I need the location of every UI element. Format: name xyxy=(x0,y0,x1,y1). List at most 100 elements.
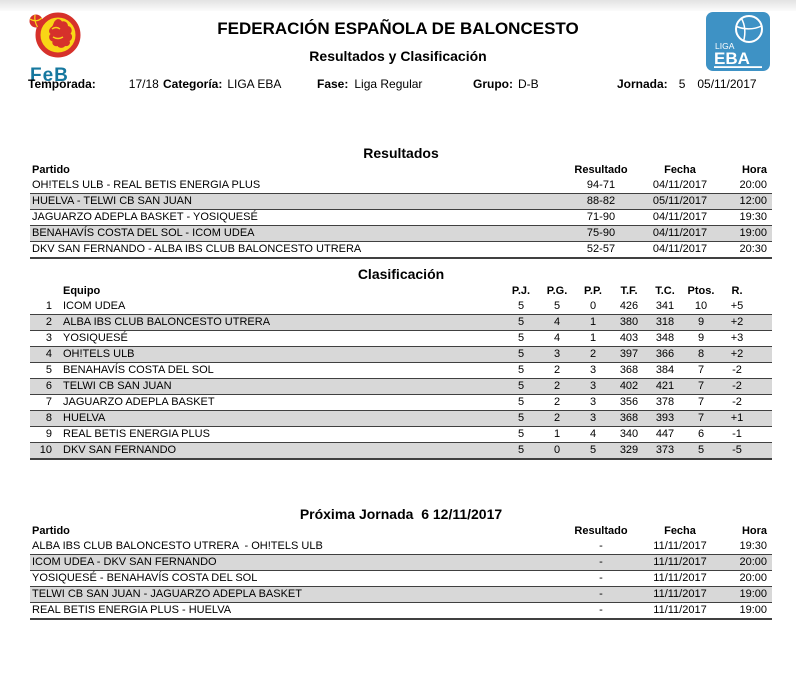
standing-row: 5 BENAHAVÍS COSTA DEL SOL 5 2 3 368 384 … xyxy=(30,362,772,379)
standing-pp-cell: 1 xyxy=(575,330,611,347)
temporada-label: Temporada: xyxy=(28,77,96,91)
standing-r-cell: +1 xyxy=(719,410,772,427)
results-table-body: OH!TELS ULB - REAL BETIS ENERGIA PLUS 94… xyxy=(30,178,772,259)
match-partido-cell: HUELVA - TELWI CB SAN JUAN xyxy=(30,193,564,210)
next-round-table-body: ALBA IBS CLUB BALONCESTO UTRERA - OH!TEL… xyxy=(30,539,772,620)
standing-tf-cell: 340 xyxy=(611,426,647,443)
standing-pos-cell: 10 xyxy=(30,442,52,460)
grupo-value: D-B xyxy=(518,77,539,91)
standing-pj-cell: 5 xyxy=(503,299,539,315)
match-resultado-cell: - xyxy=(564,539,638,555)
standing-pj-cell: 5 xyxy=(503,362,539,379)
feb-logo-text: FeB xyxy=(30,65,69,86)
standing-pp-cell: 0 xyxy=(575,299,611,315)
match-row: YOSIQUESÉ - BENAHAVÍS COSTA DEL SOL - 11… xyxy=(30,570,772,587)
standing-row: 8 HUELVA 5 2 3 368 393 7 +1 xyxy=(30,410,772,427)
standing-pos-cell: 3 xyxy=(30,330,52,347)
standing-ptos-cell: 7 xyxy=(683,362,719,379)
standing-pg-cell: 2 xyxy=(539,410,575,427)
resultados-heading: Resultados xyxy=(363,145,439,161)
standing-pg-cell: 0 xyxy=(539,442,575,460)
standings-col-pos xyxy=(30,284,52,299)
standing-ptos-cell: 7 xyxy=(683,410,719,427)
standing-pos-cell: 5 xyxy=(30,362,52,379)
standing-pg-cell: 1 xyxy=(539,426,575,443)
standing-pj-cell: 5 xyxy=(503,442,539,460)
standings-col-ptos: Ptos. xyxy=(687,285,715,297)
fase-value: Liga Regular xyxy=(354,77,423,91)
match-partido-cell: DKV SAN FERNANDO - ALBA IBS CLUB BALONCE… xyxy=(30,241,564,259)
results-header-row: Partido Resultado Fecha Hora xyxy=(30,163,772,178)
match-fecha-cell: 11/11/2017 xyxy=(638,539,722,555)
match-row: DKV SAN FERNANDO - ALBA IBS CLUB BALONCE… xyxy=(30,241,772,259)
standing-equipo-cell: REAL BETIS ENERGIA PLUS xyxy=(52,426,503,443)
page-title: FEDERACIÓN ESPAÑOLA DE BALONCESTO xyxy=(217,19,579,38)
match-partido-cell: TELWI CB SAN JUAN - JAGUARZO ADEPLA BASK… xyxy=(30,586,564,603)
standing-ptos-cell: 5 xyxy=(683,442,719,460)
standing-pp-cell: 5 xyxy=(575,442,611,460)
standing-ptos-cell: 9 xyxy=(683,330,719,347)
standing-row: 6 TELWI CB SAN JUAN 5 2 3 402 421 7 -2 xyxy=(30,378,772,395)
temporada-value: 17/18 xyxy=(128,77,159,91)
standing-pos-cell: 2 xyxy=(30,314,52,331)
standings-col-equipo: Equipo xyxy=(63,285,101,297)
standing-r-cell: -1 xyxy=(719,426,772,443)
standing-tc-cell: 373 xyxy=(647,442,683,460)
standing-pj-cell: 5 xyxy=(503,426,539,443)
match-resultado-cell: - xyxy=(564,586,638,603)
standing-equipo-cell: HUELVA xyxy=(52,410,503,427)
match-fecha-cell: 11/11/2017 xyxy=(638,570,722,587)
match-fecha-cell: 05/11/2017 xyxy=(638,193,722,210)
standing-tc-cell: 341 xyxy=(647,299,683,315)
match-resultado-cell: - xyxy=(564,554,638,571)
standings-col-r: R. xyxy=(731,285,743,297)
standing-row: 4 OH!TELS ULB 5 3 2 397 366 8 +2 xyxy=(30,346,772,363)
standing-equipo-cell: JAGUARZO ADEPLA BASKET xyxy=(52,394,503,411)
standing-ptos-cell: 8 xyxy=(683,346,719,363)
eba-liga-text: LIGA xyxy=(715,41,735,51)
match-resultado-cell: - xyxy=(564,570,638,587)
standings-col-pj: P.J. xyxy=(511,285,531,297)
fase-label: Fase: xyxy=(317,77,349,91)
standing-row: 9 REAL BETIS ENERGIA PLUS 5 1 4 340 447 … xyxy=(30,426,772,443)
meta-jornada: Jornada: 5 05/11/2017 xyxy=(617,77,757,91)
standing-equipo-cell: TELWI CB SAN JUAN xyxy=(52,378,503,395)
standing-pg-cell: 3 xyxy=(539,346,575,363)
standings-col-tc: T.C. xyxy=(655,285,675,297)
match-partido-cell: YOSIQUESÉ - BENAHAVÍS COSTA DEL SOL xyxy=(30,570,564,587)
standing-tc-cell: 393 xyxy=(647,410,683,427)
match-fecha-cell: 04/11/2017 xyxy=(638,209,722,226)
match-row: ICOM UDEA - DKV SAN FERNANDO - 11/11/201… xyxy=(30,554,772,571)
standing-pj-cell: 5 xyxy=(503,410,539,427)
standing-tc-cell: 348 xyxy=(647,330,683,347)
feb-logo: FeB xyxy=(26,11,96,85)
standing-ptos-cell: 7 xyxy=(683,378,719,395)
standings-table-body: 1 ICOM UDEA 5 5 0 426 341 10 +5 2 ALBA I… xyxy=(30,299,772,460)
grupo-label: Grupo: xyxy=(473,77,513,91)
categoria-value: LIGA EBA xyxy=(227,77,282,91)
standing-tf-cell: 380 xyxy=(611,314,647,331)
standing-row: 7 JAGUARZO ADEPLA BASKET 5 2 3 356 378 7… xyxy=(30,394,772,411)
standing-pos-cell: 8 xyxy=(30,410,52,427)
match-fecha-cell: 04/11/2017 xyxy=(638,178,722,194)
standing-pp-cell: 3 xyxy=(575,362,611,379)
standing-tc-cell: 318 xyxy=(647,314,683,331)
standing-tf-cell: 426 xyxy=(611,299,647,315)
standing-pos-cell: 7 xyxy=(30,394,52,411)
match-partido-cell: ALBA IBS CLUB BALONCESTO UTRERA - OH!TEL… xyxy=(30,539,564,555)
match-partido-cell: OH!TELS ULB - REAL BETIS ENERGIA PLUS xyxy=(30,178,564,194)
match-hora-cell: 19:00 xyxy=(722,602,772,620)
standing-r-cell: +5 xyxy=(719,299,772,315)
standing-tf-cell: 368 xyxy=(611,410,647,427)
jornada-value: 5 xyxy=(678,77,686,91)
match-hora-cell: 12:00 xyxy=(722,193,772,210)
match-resultado-cell: 75-90 xyxy=(564,225,638,242)
standing-row: 2 ALBA IBS CLUB BALONCESTO UTRERA 5 4 1 … xyxy=(30,314,772,331)
proxima-heading: Próxima Jornada 6 12/11/2017 xyxy=(299,506,503,522)
match-hora-cell: 20:00 xyxy=(722,178,772,194)
meta-fase: Fase: Liga Regular xyxy=(317,77,422,91)
match-fecha-cell: 11/11/2017 xyxy=(638,586,722,603)
page-top-strip xyxy=(0,0,796,11)
match-resultado-cell: 71-90 xyxy=(564,209,638,226)
standing-ptos-cell: 10 xyxy=(683,299,719,315)
